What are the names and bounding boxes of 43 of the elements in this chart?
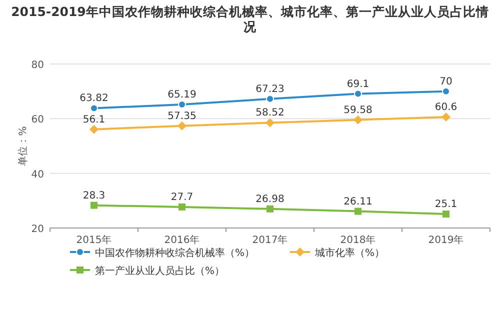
chart-title: 2015-2019年中国农作物耕种收综合机械率、城市化率、第一产业从业人员占比情况 xyxy=(10,4,490,34)
point xyxy=(266,94,274,103)
data-label: 65.19 xyxy=(168,89,196,100)
y-tick-label: 40 xyxy=(31,169,44,180)
data-label: 70 xyxy=(440,76,452,88)
data-label: 28.3 xyxy=(82,190,106,202)
point xyxy=(442,87,450,96)
point xyxy=(442,210,450,218)
point xyxy=(354,90,362,98)
data-label: 58.52 xyxy=(256,108,284,119)
data-label: 26.98 xyxy=(256,194,284,205)
point xyxy=(266,205,274,212)
data-label: 60.6 xyxy=(434,102,458,114)
data-label: 63.82 xyxy=(80,93,108,104)
data-label: 67.23 xyxy=(256,84,284,95)
data-label: 59.58 xyxy=(344,104,372,116)
data-label: 27.7 xyxy=(170,192,194,203)
x-tick-label: 2019年 xyxy=(428,234,464,246)
y-tick-label: 80 xyxy=(31,60,44,71)
x-tick-label: 2017年 xyxy=(252,234,288,246)
point xyxy=(90,202,98,209)
x-tick-label: 2018年 xyxy=(340,234,376,246)
point xyxy=(354,115,362,124)
legend-label: 第一产业从业人员占比（%） xyxy=(95,265,225,277)
data-label: 25.1 xyxy=(434,199,458,210)
y-tick-label: 20 xyxy=(31,224,44,235)
data-label: 26.11 xyxy=(344,196,372,208)
point xyxy=(266,118,274,128)
point xyxy=(90,104,98,112)
legend-label: 中国农作物耕种收综合机械率（%） xyxy=(95,247,255,259)
data-label: 69.1 xyxy=(346,78,370,90)
data-label: 57.35 xyxy=(168,110,196,122)
point xyxy=(90,124,98,134)
x-tick-label: 2016年 xyxy=(164,234,200,246)
point xyxy=(178,203,186,210)
y-tick-label: 60 xyxy=(31,114,44,126)
point xyxy=(178,121,186,130)
point xyxy=(354,208,362,215)
x-tick-label: 2015年 xyxy=(76,234,112,246)
data-label: 56.1 xyxy=(82,114,106,126)
y-axis-title: 单位：% xyxy=(17,126,29,166)
legend-label: 城市化率（%） xyxy=(314,247,385,259)
point xyxy=(442,112,450,122)
